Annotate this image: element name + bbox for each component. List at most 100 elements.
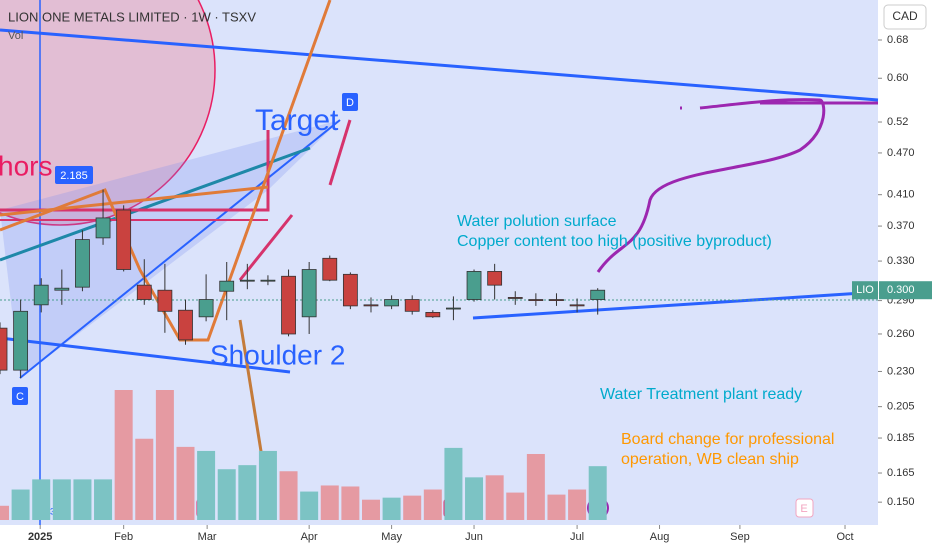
price-symbol: LIO	[856, 284, 874, 296]
candle-body	[425, 312, 441, 318]
y-tick-label: 0.230	[887, 365, 915, 377]
candle-body	[157, 289, 173, 312]
marker: D	[346, 97, 354, 109]
x-tick-label: Oct	[836, 531, 853, 543]
candle-body	[198, 299, 214, 318]
candle-body	[0, 327, 8, 371]
trend-line	[19, 119, 341, 379]
y-tick-label: 0.330	[887, 255, 915, 267]
volume-bar	[217, 469, 236, 520]
volume-bar	[423, 489, 442, 520]
y-tick-label: 0.60	[887, 72, 908, 84]
volume-bar	[341, 486, 360, 520]
volume-bar	[52, 479, 71, 520]
x-tick-label: Feb	[114, 531, 133, 543]
volume-bar	[238, 465, 257, 520]
candle-body	[404, 299, 420, 312]
trend-line	[0, 146, 311, 262]
marker: 3	[50, 506, 55, 516]
candle-body	[322, 257, 338, 281]
volume-bar	[114, 390, 133, 520]
candle-body	[33, 284, 49, 306]
annotation: operation, WB clean ship	[621, 451, 799, 468]
volume-bar	[403, 495, 422, 520]
chart-title: LION ONE METALS LIMITED · 1W · TSXV	[8, 9, 256, 24]
x-tick-label: Mar	[198, 531, 217, 543]
annotation: Water Treatment plant ready	[600, 386, 802, 403]
annotation: Water polution surface	[457, 213, 617, 230]
candle-body	[487, 271, 503, 286]
volume-bar	[547, 494, 566, 520]
circle-drawing	[0, 0, 216, 226]
candle-body	[446, 307, 461, 310]
y-tick-label: 0.52	[887, 116, 908, 128]
pattern-line	[238, 214, 294, 281]
volume-bar	[32, 479, 51, 520]
price-tag	[879, 281, 932, 300]
volume-bar	[320, 485, 339, 520]
volume-bar	[588, 466, 607, 520]
volume-bar	[155, 390, 174, 520]
annotation: Shoulder 2	[210, 339, 345, 370]
candle-body	[136, 284, 152, 300]
trend-line	[0, 336, 291, 374]
trend-line	[0, 28, 879, 102]
volume-bar	[444, 447, 463, 520]
volume-bar	[73, 479, 92, 520]
volume-bar	[279, 471, 298, 520]
annotation: Copper content too high (positive byprod…	[457, 233, 772, 250]
volume-bar	[361, 499, 380, 520]
y-tick-label: 0.205	[887, 401, 915, 413]
y-tick-label: 0.410	[887, 189, 915, 201]
pattern-line	[0, 185, 269, 217]
y-tick-label: 0.68	[887, 34, 908, 46]
volume-bar	[465, 477, 484, 520]
x-tick-label: 2025	[28, 531, 52, 543]
annotation: hors	[0, 150, 52, 181]
marker-box	[342, 93, 358, 111]
scribble	[596, 98, 878, 273]
y-tick-label: 0.165	[887, 467, 915, 479]
candle-body	[281, 275, 296, 335]
candle-body	[95, 217, 111, 239]
currency-box[interactable]	[883, 4, 927, 30]
currency[interactable]: CAD	[892, 9, 918, 23]
candle-body	[178, 309, 193, 341]
candle-body	[590, 289, 606, 300]
price-label: 0.300	[887, 284, 915, 296]
candle-body	[239, 279, 255, 282]
marker: 2.185	[60, 170, 88, 182]
x-tick-label: Sep	[730, 531, 750, 543]
candle-body	[54, 287, 70, 291]
candle-body	[260, 279, 276, 282]
x-tick-label: May	[381, 531, 402, 543]
subtitle: Vol	[8, 30, 23, 42]
candle-body	[13, 310, 29, 371]
x-tick-label: Apr	[301, 531, 318, 543]
y-tick-label: 0.470	[887, 147, 915, 159]
candle-body	[363, 304, 379, 307]
event-box[interactable]	[795, 498, 814, 518]
candle-body	[549, 299, 564, 301]
volume-bar	[382, 497, 401, 520]
volume-bar	[526, 453, 545, 520]
candle-body	[569, 304, 585, 307]
event-marker[interactable]: E	[800, 503, 807, 515]
x-tick-label: Jul	[570, 531, 584, 543]
volume-bar	[176, 446, 195, 520]
annotation: Target	[255, 104, 339, 137]
candle-body	[301, 269, 317, 318]
volume-bar	[0, 505, 9, 520]
x-tick-label: Jun	[465, 531, 483, 543]
drawings	[0, 0, 879, 525]
candle-body	[342, 273, 358, 307]
marker-box	[55, 166, 93, 184]
volume-bar	[300, 491, 319, 520]
volume-bar	[11, 489, 30, 520]
volume-bar	[197, 450, 216, 520]
target-box	[0, 130, 270, 212]
series: 0.680.600.520.4700.4100.3700.3300.2900.2…	[0, 34, 932, 543]
candle-body	[528, 299, 544, 301]
price-axis-background	[878, 0, 932, 550]
